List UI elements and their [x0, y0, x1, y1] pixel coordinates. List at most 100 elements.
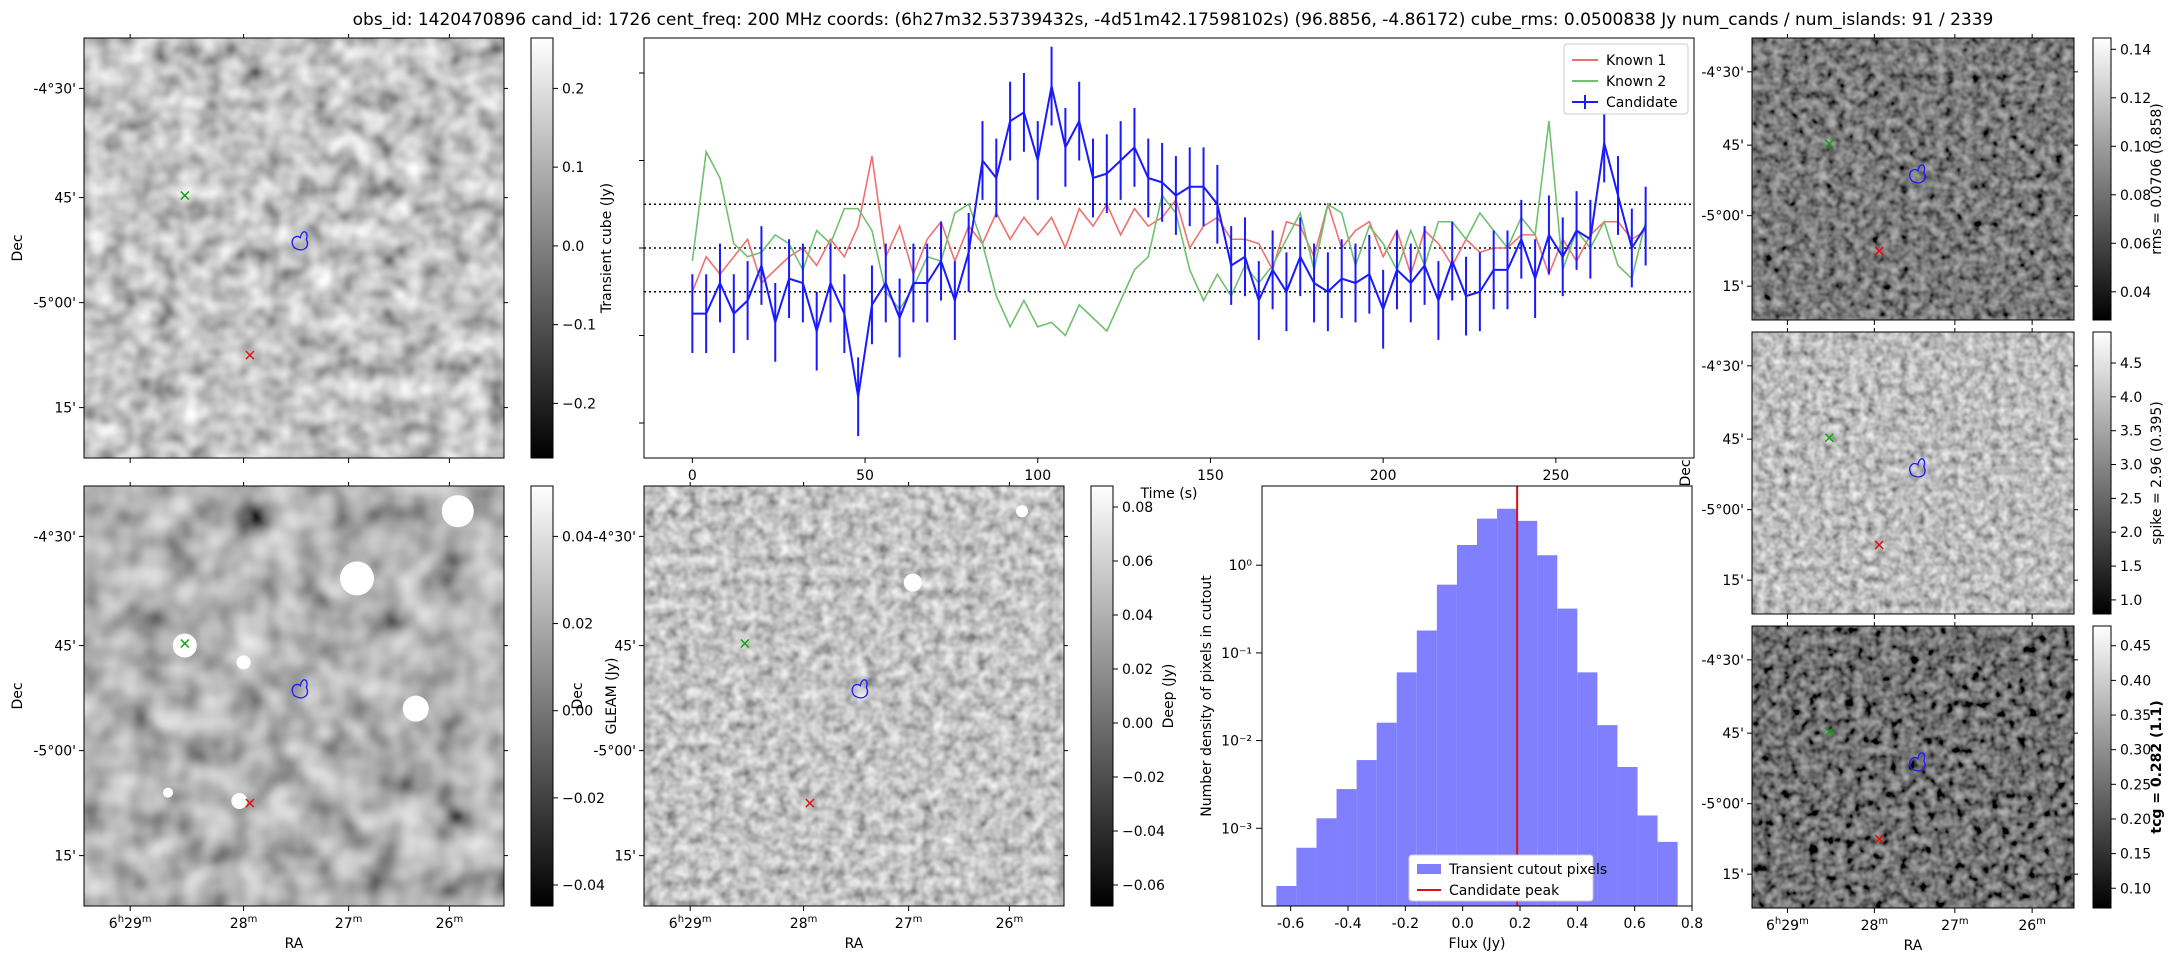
deep-colorbar — [1090, 485, 1114, 907]
deep-ra-tick-label: 28m — [790, 914, 818, 932]
histogram-chart: -0.6 -0.4 -0.2 0.0 0.2 0.4 0.6 0.8 10⁰ 10⁻¹ 10⁻² 10… — [1199, 485, 1703, 952]
deep-colorbar-tick-label: −0.06 — [1122, 878, 1165, 894]
histogram-y-tick-label: 10⁻³ — [1221, 821, 1252, 837]
deep-colorbar-tick-label: 0.04 — [1122, 608, 1153, 624]
tcg-colorbar-tick-label: 0.35 — [2120, 708, 2151, 724]
transient-dec-tick-label: -4°30' — [33, 81, 76, 97]
deep-colorbar-tick-label: −0.04 — [1122, 824, 1165, 840]
legend-label: Known 1 — [1606, 53, 1666, 69]
histogram-bar — [1356, 760, 1377, 906]
histogram-x-tick-label: 0.4 — [1566, 916, 1588, 932]
gleam-colorbar-tick-label: 0.00 — [562, 704, 593, 720]
spike-colorbar-tick-label: 4.5 — [2120, 356, 2142, 372]
histogram-bar — [1416, 630, 1437, 906]
spike-colorbar-tick-label: 3.5 — [2120, 424, 2142, 440]
deep-frame — [643, 485, 1065, 907]
tcg-ra-tick-label: 6h29m — [1766, 916, 1809, 934]
transient-frame — [83, 37, 505, 459]
rms-known1-marker — [1874, 246, 1884, 256]
tcg-image-noise — [1752, 626, 2074, 908]
gleam-bright-source — [340, 561, 374, 596]
lightcurve-chart: 0 50 100 150 200 250 Time (s) Known 1 Known 2 Can… — [639, 37, 1695, 502]
gleam-dec-tick-label: -5°00' — [33, 744, 76, 760]
tcg-ra-tick-label: 28m — [1861, 916, 1889, 934]
lightcurve-x-tick-label: 200 — [1370, 468, 1397, 484]
histogram-x-tick-label: -0.6 — [1277, 916, 1304, 932]
deep-known2-marker — [740, 638, 750, 649]
tcg-colorbar-tick-label: 0.10 — [2120, 881, 2151, 897]
tcg-colorbar-label: tcg = 0.282 (1.1) — [2149, 700, 2165, 833]
deep-bright-source — [1016, 505, 1028, 518]
spike-colorbar-label: spike = 2.96 (0.395) — [2149, 401, 2165, 545]
gleam-frame — [83, 485, 505, 907]
superscript: m — [913, 914, 923, 925]
transient-known2-marker — [180, 190, 190, 201]
gleam-ra-tick-label: 27m — [335, 914, 363, 932]
deep-ra-axis-label: RA — [845, 936, 864, 952]
histogram-bar — [1396, 672, 1417, 906]
series-line-known-1 — [691, 155, 1647, 293]
superscript: m — [702, 914, 712, 925]
gleam-dec-tick-label: 15' — [54, 849, 76, 865]
gleam-colorbar-tick-label: 0.04 — [562, 529, 593, 545]
superscript: m — [1878, 916, 1888, 927]
rms-dec-tick-label: -4°30' — [1701, 65, 1744, 81]
deep-candidate-contour — [851, 679, 869, 699]
histogram-bar — [1497, 508, 1518, 906]
histogram-bar — [1456, 544, 1477, 906]
tcg-dec-tick-label: 15' — [1722, 867, 1744, 883]
deep-dec-axis-label: Dec — [570, 682, 586, 709]
rms-colorbar-tick-label: 0.08 — [2120, 188, 2151, 204]
transient-dec-tick-label: 45' — [54, 191, 76, 207]
rms-colorbar-tick-label: 0.04 — [2120, 285, 2151, 301]
deep-colorbar-label: Deep (Jy) — [1161, 664, 1177, 729]
tcg-colorbar-tick-label: 0.40 — [2120, 673, 2151, 689]
deep-bright-source — [903, 573, 922, 592]
superscript: m — [453, 914, 463, 925]
histogram-x-axis-label: Flux (Jy) — [1449, 936, 1506, 952]
transient-colorbar-label: Transient cube (Jy) — [599, 183, 615, 314]
superscript: h — [678, 914, 684, 925]
superscript: m — [248, 914, 258, 925]
deep-colorbar-tick-label: −0.02 — [1122, 770, 1165, 786]
spike-frame — [1751, 331, 2075, 615]
gleam-bright-source — [163, 787, 173, 798]
gleam-colorbar — [530, 485, 554, 907]
gleam-dec-tick-label: -4°30' — [33, 529, 76, 545]
histogram-bar — [1517, 520, 1538, 906]
ra-part: 29 — [1781, 918, 1799, 934]
lightcurve-x-tick-label: 150 — [1197, 468, 1224, 484]
spike-image-noise — [1752, 332, 2074, 614]
rms-colorbar-tick-label: 0.14 — [2120, 42, 2151, 58]
histogram-frame — [1261, 485, 1693, 907]
deep-known1-marker — [805, 798, 815, 808]
histogram-bar — [1436, 584, 1457, 906]
tcg-colorbar-tick-label: 0.15 — [2120, 847, 2151, 863]
superscript: h — [1775, 916, 1781, 927]
histogram-bar — [1376, 722, 1397, 906]
spike-colorbar-tick-label: 2.0 — [2120, 525, 2142, 541]
deep-dec-tick-label: 15' — [614, 849, 636, 865]
deep-dec-tick-label: 45' — [614, 639, 636, 655]
rms-colorbar — [2092, 37, 2112, 321]
panel-gleam: -4°30' 45' -5°00' 15' Dec 6h29m 28m 27m 26m RA 0.0… — [10, 482, 620, 952]
spike-known2-marker — [1824, 433, 1834, 443]
series-line-known-2 — [691, 121, 1647, 337]
gleam-candidate-contour — [291, 679, 309, 699]
spike-colorbar-tick-label: 2.5 — [2120, 491, 2142, 507]
spike-colorbar-tick-label: 1.0 — [2120, 593, 2142, 609]
rms-frame — [1751, 37, 2075, 321]
spike-dec-tick-label: 15' — [1722, 573, 1744, 589]
gleam-bright-source — [231, 793, 248, 809]
histogram-bar — [1597, 725, 1618, 906]
lightcurve-x-tick-label: 50 — [856, 468, 874, 484]
gleam-ra-axis-label: RA — [285, 936, 304, 952]
rms-known2-marker — [1824, 139, 1834, 149]
deep-dec-tick-label: -5°00' — [593, 744, 636, 760]
histogram-x-tick-label: 0.2 — [1509, 916, 1531, 932]
histogram-x-tick-label: -0.4 — [1334, 916, 1361, 932]
superscript: m — [2036, 916, 2046, 927]
deep-colorbar-tick-label: 0.00 — [1122, 716, 1153, 732]
histogram-y-tick-label: 10⁻¹ — [1221, 646, 1252, 662]
